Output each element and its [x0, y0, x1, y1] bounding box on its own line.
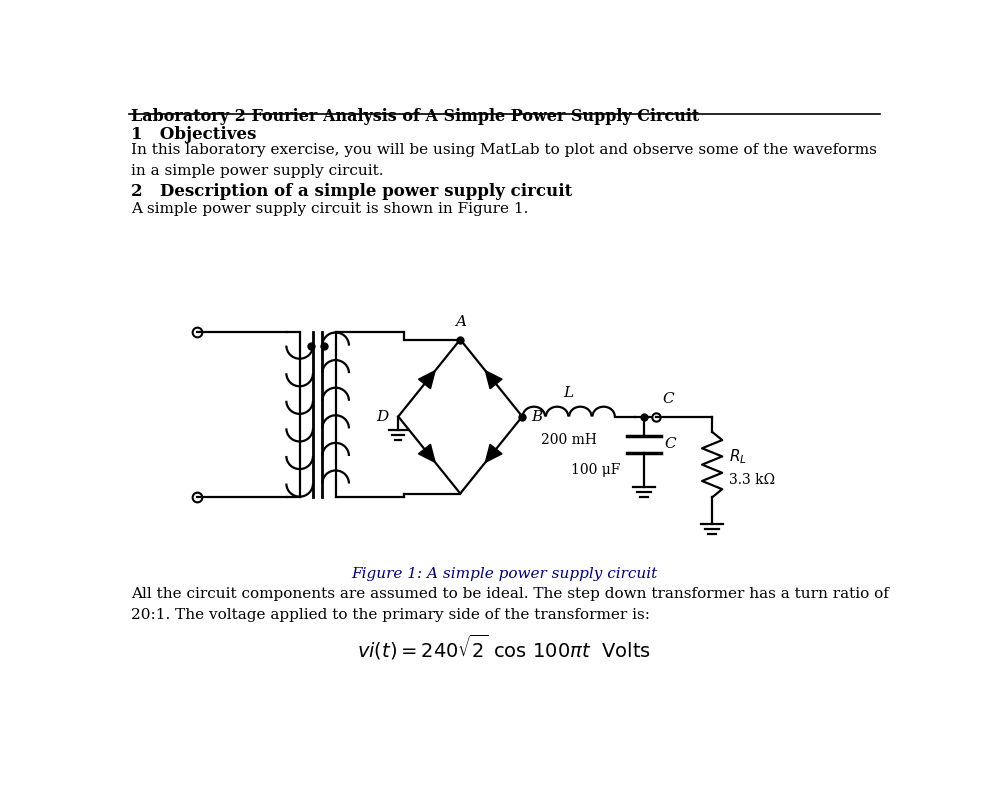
- Polygon shape: [486, 371, 502, 389]
- Text: Laboratory 2 Fourier Analysis of A Simple Power Supply Circuit: Laboratory 2 Fourier Analysis of A Simpl…: [131, 107, 699, 124]
- Polygon shape: [419, 371, 435, 389]
- Text: All the circuit components are assumed to be ideal. The step down transformer ha: All the circuit components are assumed t…: [131, 587, 888, 622]
- Text: 3.3 kΩ: 3.3 kΩ: [729, 473, 775, 487]
- Text: $vi(t) = 240\sqrt{2}\ \mathrm{cos}\ 100\pi t\ \ \mathrm{Volts}$: $vi(t) = 240\sqrt{2}\ \mathrm{cos}\ 100\…: [358, 633, 651, 662]
- Text: Figure 1: A simple power supply circuit: Figure 1: A simple power supply circuit: [352, 566, 658, 581]
- Text: A: A: [455, 315, 466, 329]
- Text: 2   Description of a simple power supply circuit: 2 Description of a simple power supply c…: [131, 183, 572, 200]
- Text: L: L: [563, 385, 574, 400]
- Text: $R_L$: $R_L$: [729, 448, 747, 466]
- Polygon shape: [419, 444, 435, 462]
- Text: 200 mH: 200 mH: [541, 433, 597, 448]
- Text: In this laboratory exercise, you will be using MatLab to plot and observe some o: In this laboratory exercise, you will be…: [131, 143, 877, 179]
- Text: 100 μF: 100 μF: [571, 463, 621, 477]
- Text: D: D: [376, 410, 389, 423]
- Text: C: C: [663, 392, 674, 406]
- Text: A simple power supply circuit is shown in Figure 1.: A simple power supply circuit is shown i…: [131, 202, 528, 216]
- Polygon shape: [486, 444, 502, 462]
- Text: C: C: [664, 437, 676, 451]
- Text: 1   Objectives: 1 Objectives: [131, 126, 256, 143]
- Text: B: B: [532, 410, 543, 423]
